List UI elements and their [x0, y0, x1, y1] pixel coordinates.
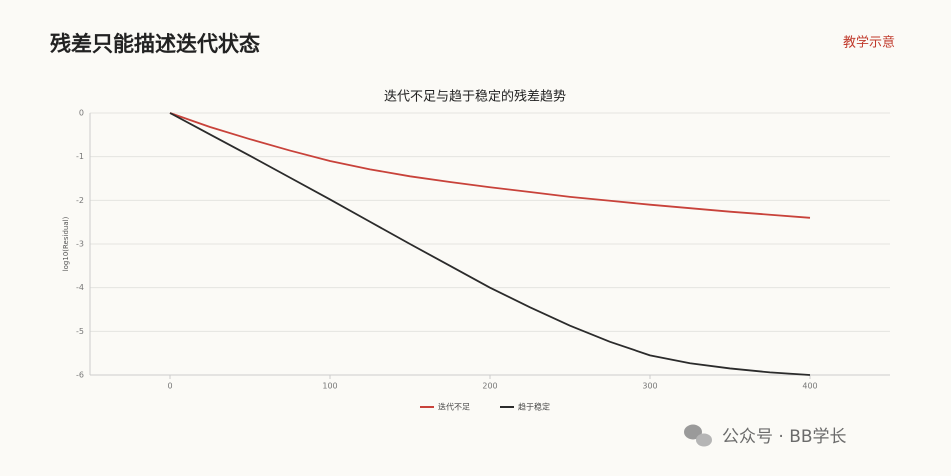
y-tick-label: -6 — [76, 371, 84, 380]
y-tick-label: -4 — [76, 283, 84, 292]
watermark-icon — [684, 424, 712, 447]
legend-label: 迭代不足 — [438, 402, 470, 412]
x-tick-label: 400 — [802, 382, 817, 391]
y-tick-label: -1 — [76, 152, 84, 161]
watermark: 公众号 · BB学长 — [722, 427, 847, 447]
x-tick-label: 0 — [167, 382, 172, 391]
y-tick-label: -3 — [76, 240, 84, 249]
series-line — [169, 112, 811, 219]
x-tick-label: 100 — [322, 382, 337, 391]
chart-title: 迭代不足与趋于稳定的残差趋势 — [384, 89, 566, 105]
series-line — [169, 112, 811, 376]
y-tick-label: -2 — [76, 196, 84, 205]
x-tick-label: 300 — [642, 382, 657, 391]
y-axis-label: log10(Residual) — [62, 216, 70, 271]
slide-title: 残差只能描述迭代状态 — [50, 32, 260, 56]
y-tick-label: 0 — [79, 109, 84, 118]
legend-label: 趋于稳定 — [518, 402, 550, 412]
y-tick-label: -5 — [76, 327, 84, 336]
slide-tag: 教学示意 — [843, 35, 895, 51]
x-tick-label: 200 — [482, 382, 497, 391]
